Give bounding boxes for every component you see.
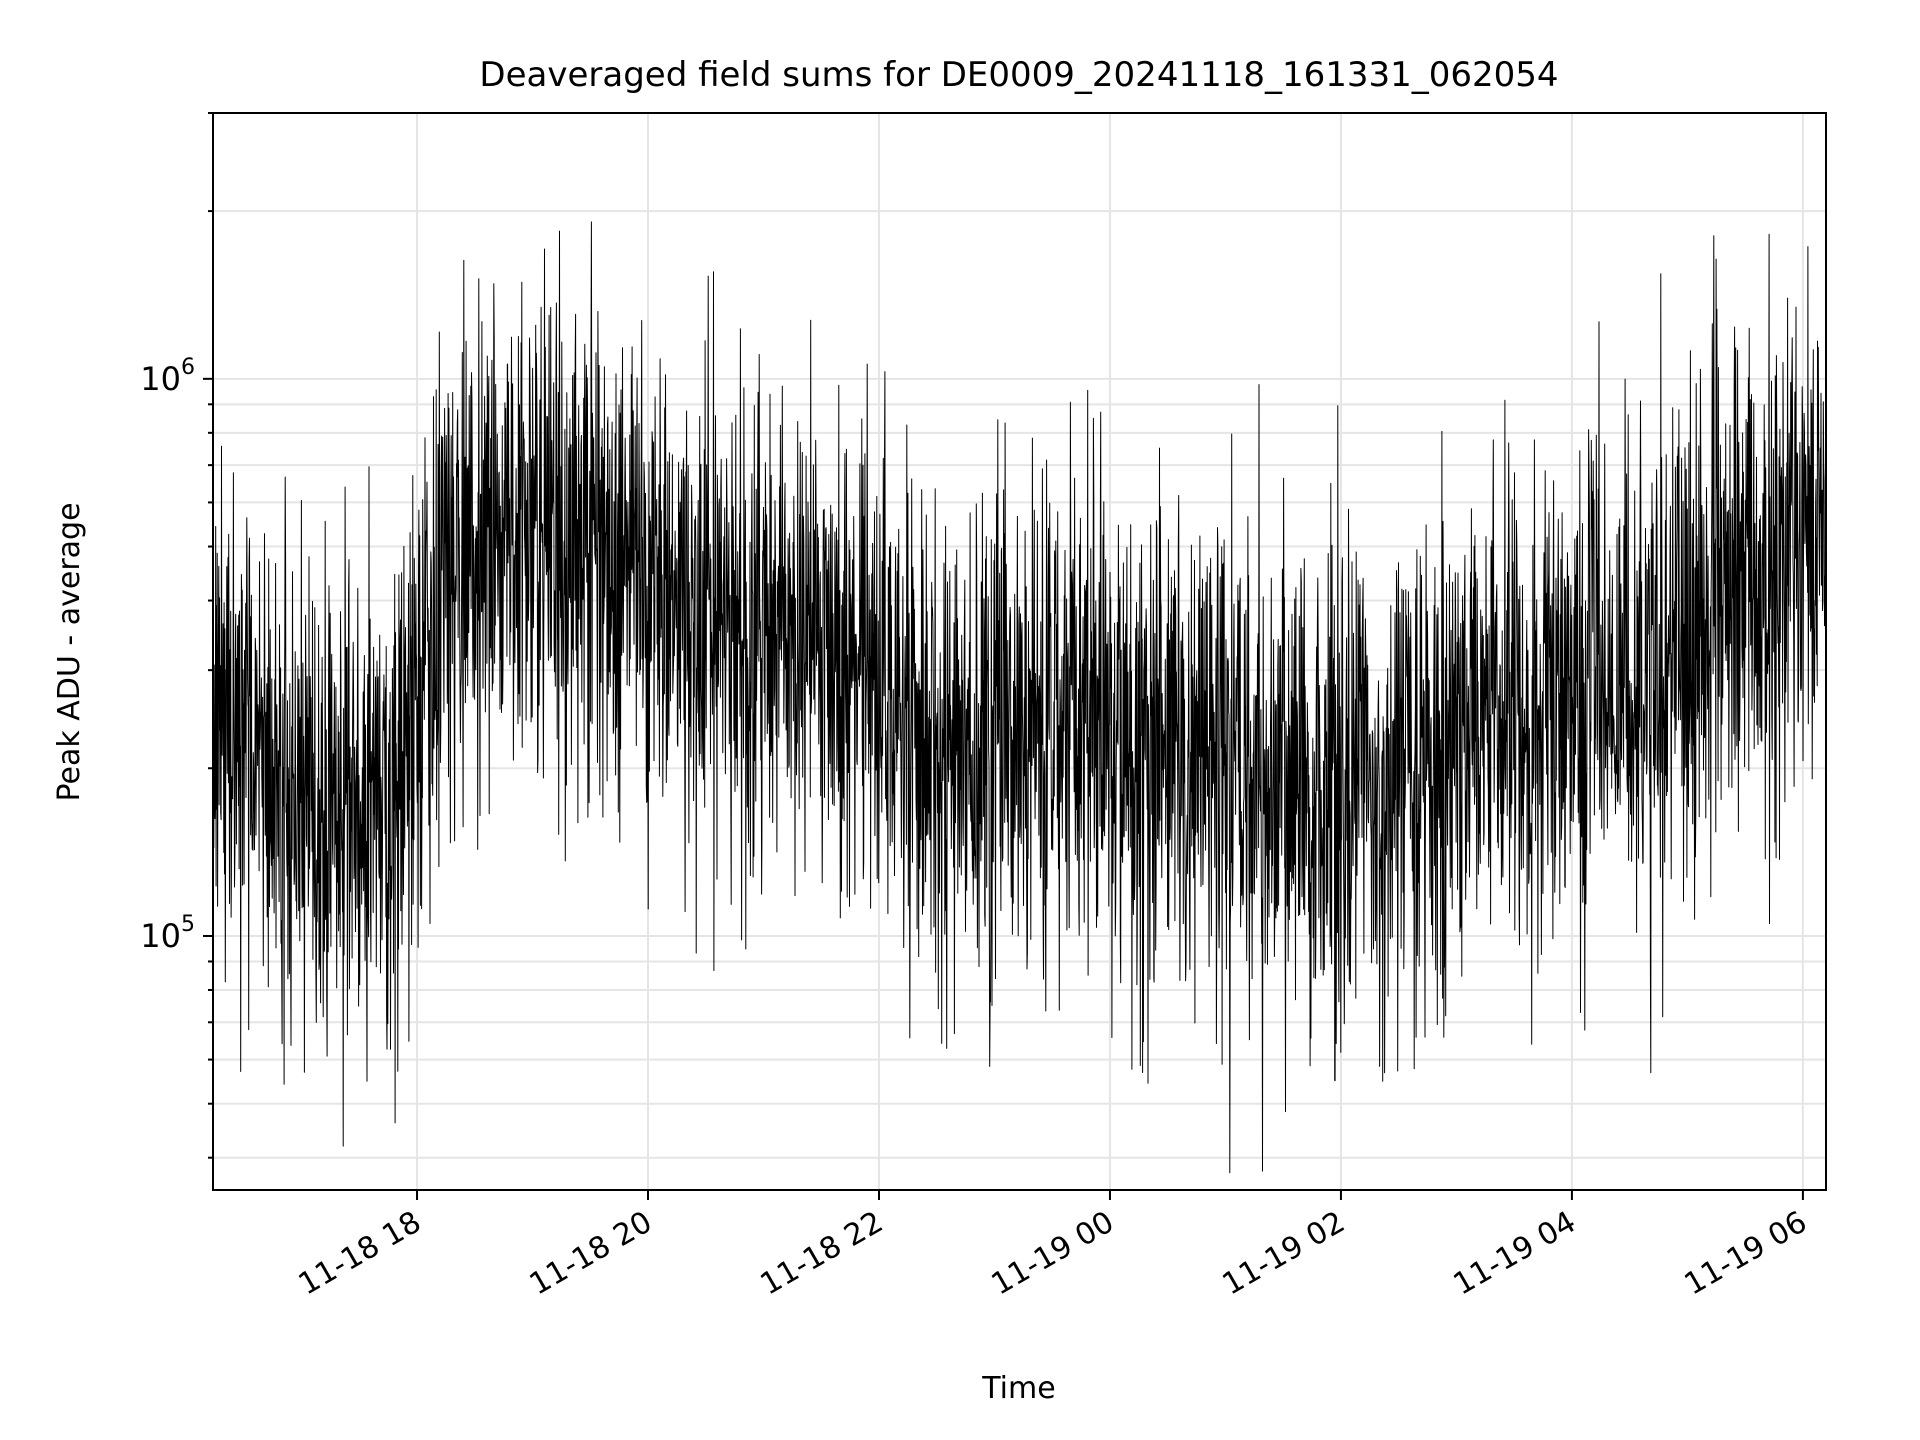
x-axis-label: Time [981, 1371, 1055, 1406]
y-tick-label: 106 [140, 355, 195, 398]
y-axis-label: Peak ADU - average [52, 502, 87, 801]
y-tick-base: 10 [140, 360, 181, 398]
y-tick-label: 105 [140, 912, 195, 955]
series-line [213, 221, 1826, 1174]
plot-frame [212, 112, 1827, 1191]
data-area [213, 221, 1826, 1174]
chart-title: Deaveraged field sums for DE0009_2024111… [479, 55, 1558, 95]
y-tick-base: 10 [140, 917, 181, 955]
y-tick-exponent: 5 [181, 912, 195, 937]
y-tick-exponent: 6 [181, 355, 195, 380]
